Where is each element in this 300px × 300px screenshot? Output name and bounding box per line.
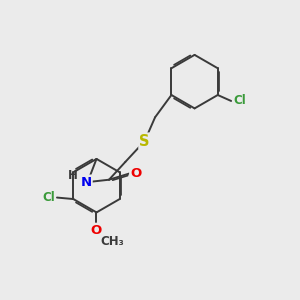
Text: S: S (140, 134, 150, 148)
Text: Cl: Cl (42, 191, 55, 204)
Text: O: O (130, 167, 141, 180)
Text: Cl: Cl (233, 94, 246, 107)
Text: O: O (91, 224, 102, 237)
Text: CH₃: CH₃ (100, 235, 124, 248)
Text: N: N (81, 176, 92, 189)
Text: H: H (68, 169, 78, 182)
